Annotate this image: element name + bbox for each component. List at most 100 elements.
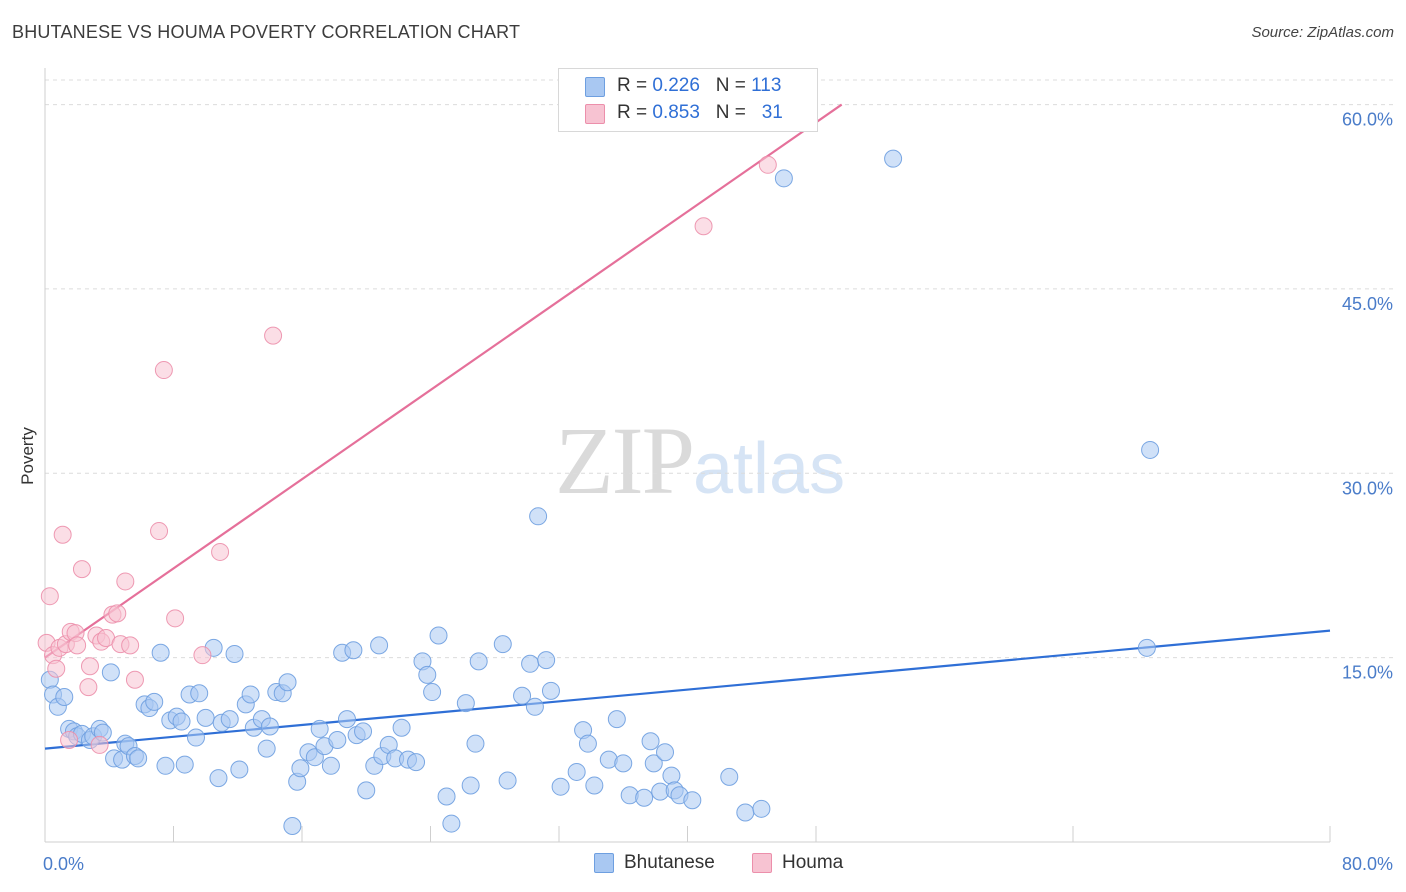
data-point — [541, 681, 560, 700]
data-point — [121, 636, 140, 655]
data-point — [644, 754, 663, 773]
legend-r-label: R = — [617, 75, 653, 96]
data-point — [456, 694, 475, 713]
data-point — [310, 719, 329, 738]
data-point — [47, 659, 66, 678]
data-point — [578, 734, 597, 753]
data-point — [116, 572, 135, 591]
data-point — [774, 169, 793, 188]
legend-r-label: R = — [617, 102, 653, 123]
data-point — [1137, 638, 1156, 657]
legend-swatch-bhutanese — [585, 77, 605, 97]
data-point — [108, 604, 127, 623]
tick-labels: 15.0% 30.0% 45.0% 60.0% 0.0% 80.0% — [43, 110, 1393, 874]
data-point — [260, 717, 279, 736]
legend-n-label: N = — [715, 75, 752, 96]
grid-lines — [45, 79, 1395, 659]
legend-n-label: N = — [715, 102, 752, 123]
y-tick-label: 45.0% — [1342, 294, 1393, 314]
data-point — [283, 817, 302, 836]
data-point — [720, 767, 739, 786]
legend-n-value: 31 — [761, 102, 783, 123]
data-point — [172, 712, 191, 731]
bottom-legend-swatch-bhutanese — [594, 853, 614, 873]
data-point — [758, 155, 777, 174]
data-point — [154, 361, 173, 380]
trend-line-houma — [44, 103, 843, 659]
bottom-legend-label-bhutanese: Bhutanese — [624, 852, 715, 873]
data-point — [344, 641, 363, 660]
data-point — [278, 673, 297, 692]
axes — [44, 68, 1331, 843]
data-point — [190, 684, 209, 703]
data-point — [423, 683, 442, 702]
data-point — [418, 665, 437, 684]
data-point — [220, 710, 239, 729]
data-point — [60, 730, 79, 749]
data-point — [736, 803, 755, 822]
data-point — [53, 525, 72, 544]
data-point — [641, 732, 660, 751]
y-axis-title: Poverty — [18, 427, 37, 485]
data-point — [175, 755, 194, 774]
data-point — [442, 814, 461, 833]
data-point — [752, 799, 771, 818]
legend-r-value: 0.853 — [652, 102, 700, 123]
legend-n-value: 113 — [751, 75, 782, 96]
data-point — [196, 708, 215, 727]
data-point — [392, 718, 411, 737]
data-point — [40, 587, 59, 606]
data-point — [513, 686, 532, 705]
y-tick-label: 60.0% — [1342, 110, 1393, 130]
data-point — [370, 636, 389, 655]
data-point — [166, 609, 185, 628]
data-point — [354, 722, 373, 741]
data-point — [694, 217, 713, 236]
data-point — [125, 670, 144, 689]
data-point — [635, 788, 654, 807]
data-point — [656, 743, 675, 762]
data-point — [241, 685, 260, 704]
source-label: Source: ZipAtlas.com — [1251, 24, 1394, 41]
data-point — [525, 697, 544, 716]
data-point — [429, 626, 448, 645]
data-point — [498, 771, 517, 790]
data-point — [537, 651, 556, 670]
data-point — [156, 756, 175, 775]
data-point — [1141, 440, 1160, 459]
data-point — [466, 734, 485, 753]
data-point — [884, 149, 903, 168]
data-point — [225, 644, 244, 663]
legend-text-bhutanese: R = 0.226 N = 113 — [617, 75, 781, 97]
bottom-legend-swatch-houma — [752, 853, 772, 873]
data-point — [357, 781, 376, 800]
series-houma — [37, 155, 777, 754]
data-point — [129, 749, 148, 768]
data-point — [469, 652, 488, 671]
data-point — [186, 728, 205, 747]
data-point — [80, 657, 99, 676]
data-point — [101, 663, 120, 682]
data-point — [662, 766, 681, 785]
data-point — [607, 710, 626, 729]
data-point — [55, 687, 74, 706]
chart-title: BHUTANESE VS HOUMA POVERTY CORRELATION C… — [12, 22, 521, 42]
data-point — [264, 326, 283, 345]
data-point — [437, 787, 456, 806]
data-point — [337, 710, 356, 729]
data-point — [151, 643, 170, 662]
data-point — [567, 762, 586, 781]
data-point — [211, 542, 230, 561]
data-point — [521, 654, 540, 673]
legend: R = 0.226 N = 113 R = 0.853 N = 31 — [558, 68, 818, 132]
data-point — [291, 759, 310, 778]
y-tick-label: 15.0% — [1342, 663, 1393, 683]
data-point — [145, 692, 164, 711]
data-point — [551, 777, 570, 796]
y-tick-label: 30.0% — [1342, 478, 1393, 498]
data-point — [230, 760, 249, 779]
data-point — [328, 730, 347, 749]
data-point — [68, 636, 87, 655]
x-tick-label: 0.0% — [43, 854, 84, 874]
